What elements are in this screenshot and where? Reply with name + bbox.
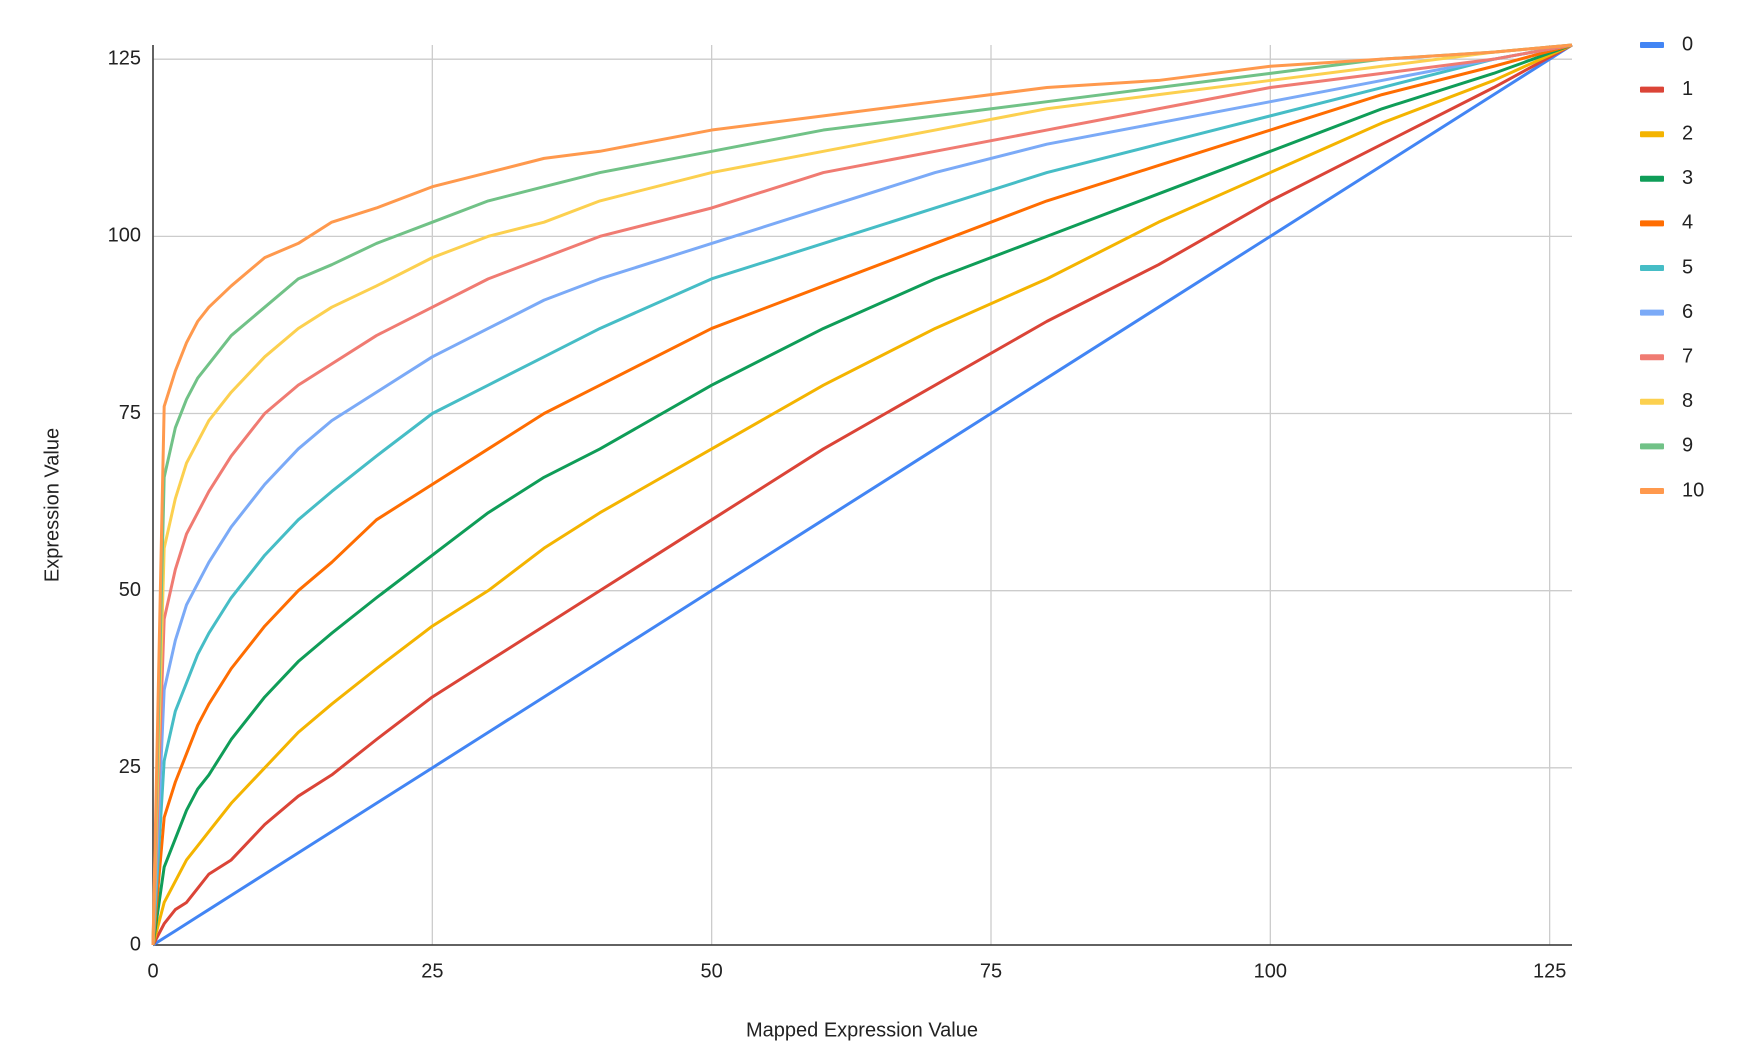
- legend-label: 9: [1682, 435, 1693, 457]
- x-tick-label: 50: [701, 960, 723, 982]
- legend-swatch: [1640, 354, 1664, 361]
- legend-swatch: [1640, 443, 1664, 450]
- y-axis-label: Expression Value: [41, 428, 63, 582]
- legend-label: 3: [1682, 167, 1693, 189]
- legend-label: 0: [1682, 33, 1693, 55]
- series-line: [151, 43, 1573, 946]
- series-line: [151, 43, 1573, 946]
- legend-swatch: [1640, 309, 1664, 316]
- legend-label: 2: [1682, 122, 1693, 144]
- series-line: [151, 43, 1573, 946]
- x-tick-label: 125: [1533, 960, 1566, 982]
- series-line: [151, 43, 1573, 946]
- legend-label: 4: [1682, 212, 1693, 234]
- series-line: [151, 43, 1573, 946]
- series-line: [152, 43, 1573, 947]
- legend-swatch: [1640, 42, 1664, 48]
- x-tick-label: 100: [1254, 960, 1287, 982]
- legend-swatch: [1640, 488, 1664, 494]
- y-tick-label: 75: [119, 402, 141, 424]
- x-tick-label: 75: [980, 960, 1002, 982]
- legend-label: 7: [1682, 345, 1693, 367]
- legend-swatch: [1640, 265, 1664, 271]
- y-tick-label: 100: [108, 225, 141, 247]
- legend-label: 5: [1682, 256, 1693, 278]
- legend-swatch: [1640, 131, 1664, 138]
- y-tick-label: 0: [130, 933, 141, 955]
- legend-label: 6: [1682, 301, 1693, 323]
- legend-swatch: [1640, 86, 1664, 93]
- legend-swatch: [1640, 175, 1664, 182]
- legend-label: 10: [1682, 479, 1704, 501]
- x-tick-label: 0: [147, 960, 158, 982]
- legend-label: 8: [1682, 390, 1693, 412]
- series-line: [151, 43, 1573, 946]
- series-line: [151, 43, 1573, 946]
- x-tick-label: 25: [421, 960, 443, 982]
- y-tick-label: 25: [119, 756, 141, 778]
- y-tick-label: 125: [108, 47, 141, 69]
- series-line: [151, 43, 1573, 946]
- legend-swatch: [1640, 220, 1664, 227]
- legend-label: 1: [1682, 78, 1693, 100]
- series-line: [151, 43, 1573, 946]
- y-tick-label: 50: [119, 579, 141, 601]
- x-axis-label: Mapped Expression Value: [746, 1019, 978, 1041]
- legend-swatch: [1640, 398, 1664, 405]
- series-line: [151, 43, 1573, 946]
